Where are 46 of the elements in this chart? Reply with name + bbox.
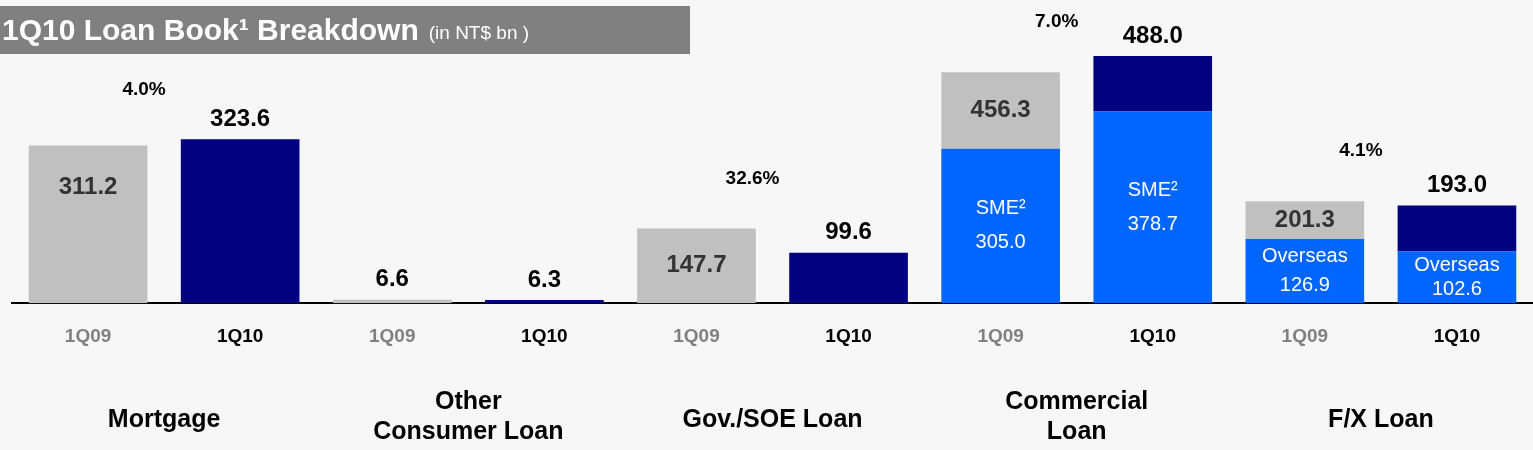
bar [1093,111,1213,304]
annotation: 4.0% [122,77,166,99]
text: F/X Loan [1328,403,1434,432]
chart-title: 1Q10 Loan Book¹ Breakdown [1,13,419,47]
x-tick-label: 1Q10 [825,324,872,346]
bar [180,139,300,304]
x-tick-label: 1Q09 [673,324,720,346]
x-tick-label: 1Q09 [977,324,1024,346]
data-label: SME² 305.0 [975,196,1026,253]
data-label: SME² 378.7 [1127,177,1179,234]
bar [1397,205,1517,252]
total-label: 456.3 [970,95,1031,123]
total-label: 193.0 [1426,170,1487,198]
bar [332,299,452,304]
bar [941,72,1060,149]
total-label: 147.7 [666,250,727,278]
text: Other Consumer Loan [373,385,564,444]
total-label: 201.3 [1274,204,1335,232]
total-label: 99.6 [825,217,872,245]
text: Commercial Loan [1005,385,1149,444]
data-label: Overseas 126.9 [1262,243,1348,296]
x-tick-label: 1Q10 [216,324,264,346]
bar [485,300,604,304]
text: Gov./SOE Loan [682,403,863,432]
bar [941,148,1060,304]
data-label: Overseas 102.6 [1414,252,1500,299]
text: 7.0% [1035,10,1079,32]
total-label: 488.0 [1122,20,1183,48]
x-tick-label: 1Q09 [1281,324,1329,346]
bar [789,252,908,304]
total-label: 323.6 [210,103,271,131]
x-tick-label: 1Q10 [1129,324,1176,346]
text: Mortgage [107,403,221,432]
x-tick-label: 1Q10 [1433,324,1481,346]
x-tick-label: 1Q10 [521,324,568,346]
total-label: 6.6 [375,264,409,292]
total-label: 311.2 [58,172,118,200]
bar [28,145,148,304]
annotation: 32.6% [725,166,780,188]
chart-subtitle: (in NT$ bn ) [428,21,530,44]
bar [1093,56,1213,112]
bar [637,228,756,304]
x-tick-label: 1Q09 [369,324,416,346]
total-label: 6.3 [527,264,562,292]
x-tick-label: 1Q09 [64,324,112,346]
annotation: 4.1% [1339,139,1383,161]
